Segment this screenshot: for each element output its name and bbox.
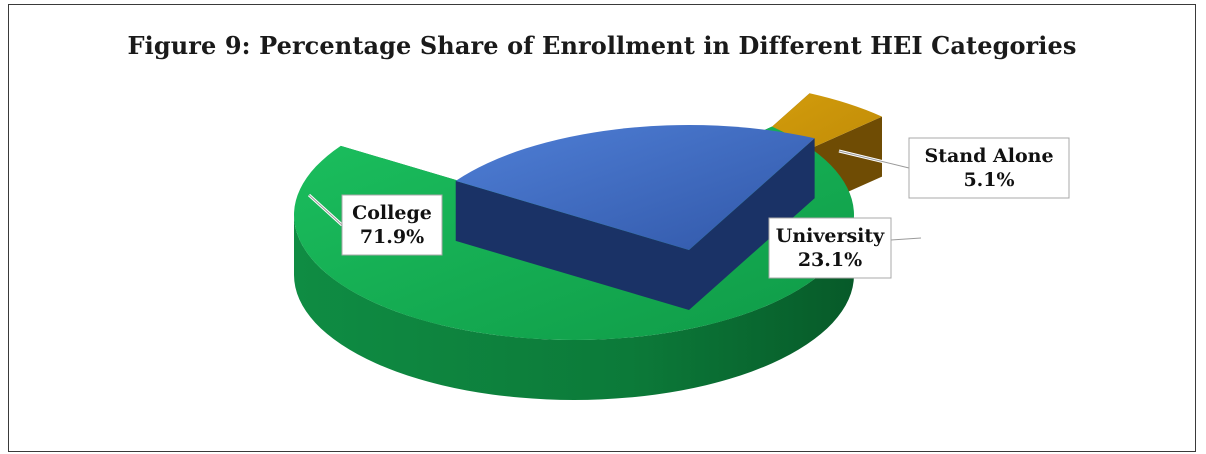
- slice-label-stand-alone: Stand Alone: [924, 145, 1053, 167]
- slice-label-university: University: [776, 225, 885, 247]
- slice-label-college: College: [352, 202, 432, 224]
- slice-value-college: 71.9%: [360, 226, 424, 248]
- slice-value-university: 23.1%: [798, 249, 862, 271]
- chart-frame: Figure 9: Percentage Share of Enrollment…: [8, 4, 1196, 452]
- slice-value-stand-alone: 5.1%: [963, 169, 1014, 191]
- chart-title: Figure 9: Percentage Share of Enrollment…: [127, 31, 1077, 60]
- pie-slice-university: [455, 124, 815, 310]
